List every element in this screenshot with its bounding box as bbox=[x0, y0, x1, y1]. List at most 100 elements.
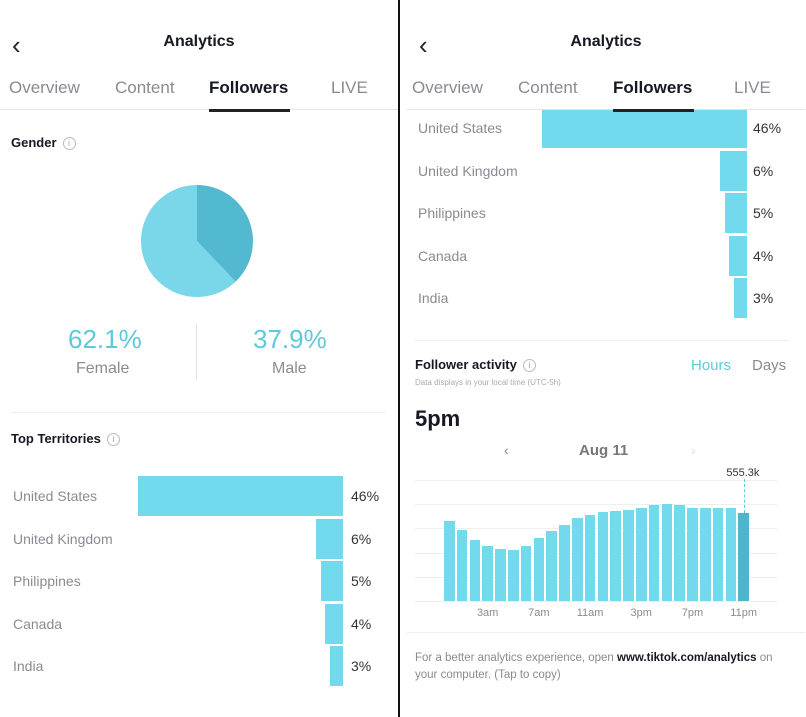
territory-row: Canada 4% bbox=[407, 235, 805, 276]
activity-bar-4am[interactable] bbox=[495, 549, 506, 601]
territory-percent: 46% bbox=[753, 120, 782, 136]
gender-title: Gender i bbox=[11, 135, 76, 150]
activity-bar-6am[interactable] bbox=[520, 545, 532, 601]
x-tick-label: 11pm bbox=[730, 607, 757, 619]
territory-name: United States bbox=[13, 488, 98, 504]
territories-list: United States 46% United Kingdom 6% Philip… bbox=[0, 476, 398, 691]
tab-bar: Overview Content Followers LIVE bbox=[0, 76, 398, 112]
page-title: Analytics bbox=[570, 33, 642, 50]
tab-bar: Overview Content Followers LIVE bbox=[407, 76, 805, 112]
territory-bar bbox=[542, 108, 747, 148]
territory-percent: 6% bbox=[753, 162, 774, 179]
territory-percent: 4% bbox=[753, 247, 774, 264]
right-screen: ‹ Analytics United States 46% United King… bbox=[407, 0, 806, 717]
territory-row: India 3% bbox=[0, 646, 398, 686]
activity-bar-12am[interactable] bbox=[444, 521, 455, 601]
divider bbox=[415, 340, 789, 341]
x-tick-label: 3am bbox=[476, 607, 499, 619]
activity-bar-12pm[interactable] bbox=[597, 512, 609, 601]
gridline bbox=[415, 601, 777, 602]
territory-row: United Kingdom 6% bbox=[407, 150, 805, 191]
gridline bbox=[415, 528, 777, 530]
activity-bar-5am[interactable] bbox=[508, 549, 519, 601]
tab-live[interactable]: LIVE bbox=[734, 78, 771, 97]
x-tick-label: 3pm bbox=[630, 607, 652, 619]
activity-bar-1am[interactable] bbox=[456, 530, 468, 601]
territory-row: India 3% bbox=[407, 278, 805, 318]
info-icon[interactable]: i bbox=[106, 433, 120, 446]
analytics-link[interactable]: www.tiktok.com/analytics bbox=[617, 652, 757, 664]
territory-name: Philippines bbox=[13, 573, 81, 589]
gender-pie-chart bbox=[141, 185, 254, 297]
territory-bar bbox=[329, 646, 343, 686]
tab-content[interactable]: Content bbox=[518, 78, 578, 97]
selected-hour: 5pm bbox=[415, 406, 461, 431]
activity-bar-5pm[interactable] bbox=[661, 504, 673, 601]
activity-bar-6pm[interactable] bbox=[674, 504, 685, 601]
territory-name: India bbox=[418, 290, 449, 306]
territory-name: Canada bbox=[13, 615, 63, 632]
footer-text: For a better analytics experience, open bbox=[415, 652, 618, 664]
screen-divider bbox=[398, 0, 400, 717]
back-button[interactable]: ‹ bbox=[12, 30, 21, 60]
back-button[interactable]: ‹ bbox=[419, 30, 428, 60]
footer-note[interactable]: For a better analytics experience, open … bbox=[415, 650, 795, 684]
territory-name: United Kingdom bbox=[13, 530, 113, 547]
follower-activity-chart: 555.3k 3am 7am 11am 3pm 7pm 11pm bbox=[407, 465, 805, 625]
info-icon[interactable]: i bbox=[62, 137, 76, 150]
activity-bar-1pm[interactable] bbox=[610, 510, 621, 601]
x-tick-label: 7pm bbox=[681, 607, 704, 619]
prev-date-button[interactable]: ‹ bbox=[504, 442, 509, 458]
territory-bar bbox=[138, 476, 343, 516]
activity-bar-2am[interactable] bbox=[469, 540, 481, 601]
tab-live[interactable]: LIVE bbox=[331, 78, 368, 97]
territory-bar bbox=[320, 561, 343, 601]
activity-bar-11am[interactable] bbox=[584, 514, 596, 601]
territory-row: United States 46% bbox=[407, 108, 805, 148]
tab-overview[interactable]: Overview bbox=[412, 78, 483, 97]
activity-bar-2pm[interactable] bbox=[623, 510, 634, 601]
toggle-days[interactable]: Days bbox=[752, 357, 787, 374]
info-icon[interactable]: i bbox=[522, 359, 536, 372]
activity-bar-7pm[interactable] bbox=[687, 508, 698, 601]
tab-overview[interactable]: Overview bbox=[9, 78, 80, 97]
activity-bar-3am[interactable] bbox=[482, 546, 493, 601]
activity-bar-9am[interactable] bbox=[559, 525, 570, 601]
activity-bar-9pm[interactable] bbox=[712, 508, 724, 601]
gridline bbox=[415, 504, 777, 506]
male-label: Male bbox=[272, 360, 307, 377]
territory-percent: 46% bbox=[351, 488, 380, 504]
divider bbox=[11, 412, 385, 413]
gridline bbox=[415, 576, 777, 578]
next-date-button[interactable]: › bbox=[691, 442, 696, 458]
territory-percent: 5% bbox=[351, 573, 372, 589]
activity-bar-8pm[interactable] bbox=[700, 508, 711, 601]
activity-bar-7am[interactable] bbox=[533, 537, 545, 601]
pie-slice-male bbox=[197, 185, 254, 282]
territory-percent: 6% bbox=[351, 530, 372, 547]
territory-bar bbox=[733, 278, 747, 318]
territory-percent: 3% bbox=[753, 290, 774, 306]
toggle-hours[interactable]: Hours bbox=[691, 357, 732, 374]
tab-followers[interactable]: Followers bbox=[613, 78, 695, 112]
tooltip-value: 555.3k bbox=[726, 467, 760, 479]
tab-content[interactable]: Content bbox=[115, 78, 175, 97]
divider bbox=[407, 632, 805, 633]
activity-title-text: Follower activity bbox=[415, 357, 517, 372]
activity-bar-4pm[interactable] bbox=[648, 505, 660, 601]
territory-percent: 3% bbox=[351, 658, 372, 674]
activity-bar-8am[interactable] bbox=[546, 530, 557, 601]
tooltip-line bbox=[743, 479, 745, 513]
activity-bar-10am[interactable] bbox=[572, 518, 583, 601]
territory-name: Philippines bbox=[418, 205, 486, 221]
territory-row: Philippines 5% bbox=[407, 193, 805, 233]
territory-bar bbox=[729, 235, 747, 276]
female-percent: 62.1% bbox=[68, 324, 142, 354]
activity-bar-11pm[interactable] bbox=[738, 512, 749, 601]
territory-bar bbox=[325, 603, 343, 644]
activity-bar-3pm[interactable] bbox=[636, 508, 647, 601]
tab-followers[interactable]: Followers bbox=[209, 78, 291, 112]
activity-bar-10pm[interactable] bbox=[725, 508, 737, 601]
territory-name: United Kingdom bbox=[418, 162, 518, 179]
activity-title: Follower activity i bbox=[415, 357, 536, 372]
